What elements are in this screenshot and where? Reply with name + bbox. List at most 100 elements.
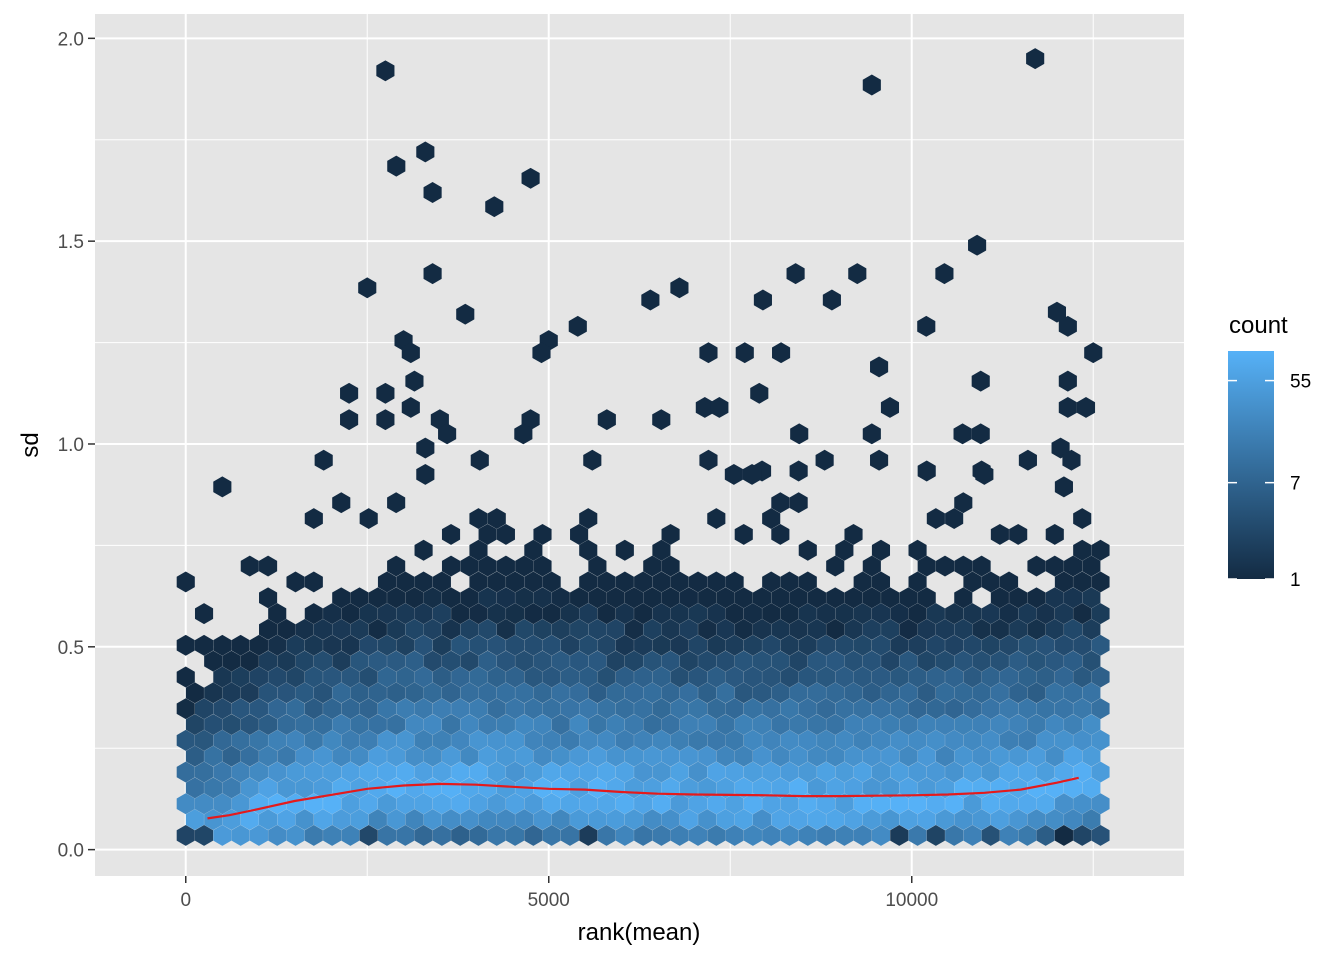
hex-bin (899, 745, 918, 767)
hex-bin (789, 492, 808, 514)
hex-bin (414, 666, 433, 688)
hex-bin (698, 714, 717, 735)
hex-bin (807, 714, 826, 735)
hex-bin (1082, 555, 1101, 577)
hex-bin (204, 714, 223, 735)
hex-bin (204, 809, 223, 831)
hex-bin (963, 824, 982, 846)
hex-bin (451, 793, 470, 815)
hex-bin (570, 809, 589, 831)
hex-bin (1064, 650, 1083, 672)
hex-bin (350, 714, 369, 735)
hex-bin (304, 571, 323, 593)
hex-bin (1064, 555, 1083, 577)
hex-bin (451, 698, 470, 720)
hex-bin (506, 666, 525, 688)
hex-bin (579, 508, 598, 530)
hex-bin (798, 761, 817, 783)
hex-bin-outlier (470, 449, 489, 471)
hex-bin (881, 619, 900, 640)
hex-bin (688, 603, 708, 625)
hex-bin (396, 793, 415, 815)
hex-bin (844, 777, 863, 799)
hex-bin-outlier (597, 409, 616, 431)
hex-bin (698, 619, 717, 640)
hex-bin (1027, 809, 1046, 831)
hex-bin-outlier (968, 234, 987, 256)
hex-bin (853, 634, 872, 656)
hex-bin (881, 650, 900, 672)
hex-bin (707, 729, 726, 751)
hex-bin (954, 619, 973, 640)
hex-bin (1045, 619, 1064, 640)
hex-bin (423, 714, 442, 735)
hex-bin (844, 587, 863, 609)
hex-bin (487, 793, 506, 815)
hex-bin (789, 682, 808, 704)
hex-bin (716, 714, 735, 735)
hex-bin (1036, 666, 1055, 688)
hex-bin (990, 682, 1009, 704)
hex-bin (935, 809, 955, 831)
hex-bin (981, 603, 1000, 625)
hex-bin (963, 571, 982, 593)
hex-bin (597, 666, 616, 688)
hex-bin (972, 809, 991, 831)
hex-bin (688, 698, 708, 720)
hex-bin (377, 634, 397, 656)
hex-bin-outlier (750, 382, 769, 404)
hex-bin (716, 809, 735, 831)
hex-bin (551, 809, 570, 831)
hex-bin (487, 634, 506, 656)
hex-bin (414, 603, 433, 625)
y-tick-label: 1.0 (58, 435, 84, 456)
hex-bin (313, 650, 333, 672)
hex-bin (954, 682, 973, 704)
hex-bin (231, 634, 250, 656)
hex-bin (643, 555, 662, 577)
hex-bin (542, 793, 561, 815)
hex-bin-outlier (641, 289, 660, 311)
hex-bin (469, 698, 488, 720)
hex-bin (231, 729, 250, 751)
hex-bin (752, 619, 772, 640)
hex-bin (496, 587, 515, 609)
hex-bin (277, 650, 296, 672)
hex-bin (1027, 587, 1046, 609)
hex-bin (844, 650, 863, 672)
hex-bin (405, 745, 424, 767)
hex-bin (469, 824, 488, 846)
hex-bin (579, 793, 598, 815)
hex-bin (844, 619, 863, 640)
hex-bin (917, 777, 936, 799)
hex-bin (1064, 745, 1083, 767)
hex-bin (1018, 666, 1037, 688)
hex-bin (1018, 824, 1037, 846)
hex-bin (606, 777, 625, 799)
hex-bin (524, 539, 543, 561)
hex-bin (661, 555, 680, 577)
hex-bin (597, 793, 616, 815)
hex-bin (716, 619, 735, 640)
hex-bin (707, 698, 726, 720)
hex-bin-outlier (848, 263, 867, 285)
hex-bin (570, 682, 589, 704)
hex-bin (478, 555, 497, 577)
hex-bin (487, 603, 506, 625)
hex-bin (359, 824, 378, 846)
hex-bin (743, 603, 762, 625)
hex-bin (917, 745, 936, 767)
hex-bin (652, 761, 671, 783)
hex-bin (643, 650, 662, 672)
hex-bin (725, 761, 744, 783)
hex-bin (350, 587, 369, 609)
hex-bin (469, 571, 488, 593)
hex-bin (396, 824, 415, 846)
hex-bin (771, 777, 790, 799)
hex-bin (597, 824, 616, 846)
hex-bin (1064, 809, 1083, 831)
hex-bin (698, 650, 717, 672)
hex-bin (597, 698, 616, 720)
hex-bin (579, 634, 598, 656)
hex-bin (807, 650, 826, 672)
